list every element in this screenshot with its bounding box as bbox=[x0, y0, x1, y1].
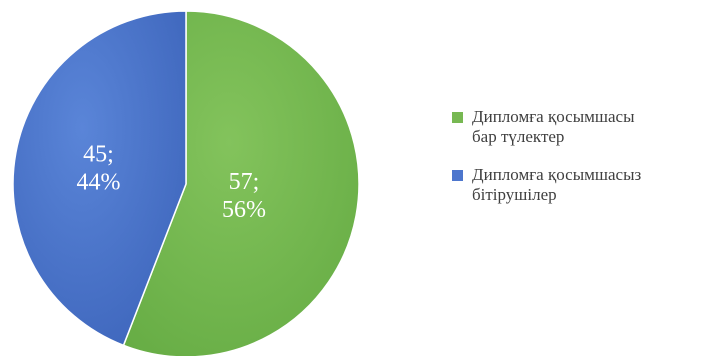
legend-label-line-2: бар түлектер bbox=[472, 127, 565, 146]
pie-slice-percent-label: 56% bbox=[222, 197, 266, 223]
pie-slice-green bbox=[122, 10, 360, 358]
pie-slice-data-label-blue: 45; 44% bbox=[77, 142, 121, 196]
legend-item-diploma-supplement-graduates: Дипломға қосымшасы бар түлектер bbox=[452, 107, 721, 147]
pie-slice-data-label-green: 57; 56% bbox=[222, 169, 266, 223]
legend-label-line-1: Дипломға қосымшасыз bbox=[472, 165, 642, 184]
legend-label-line-1: Дипломға қосымшасы bbox=[472, 107, 635, 126]
pie-slice-blue bbox=[12, 10, 187, 347]
legend-swatch-blue bbox=[452, 170, 463, 181]
chart-legend: Дипломға қосымшасы бар түлектер Дипломға… bbox=[452, 107, 721, 223]
pie-slice-percent-label: 44% bbox=[77, 170, 121, 196]
legend-item-no-diploma-supplement-graduates: Дипломға қосымшасыз бітірушілер bbox=[452, 165, 721, 205]
legend-swatch-green bbox=[452, 112, 463, 123]
pie-slice-value-label: 45; bbox=[83, 142, 114, 168]
legend-label-line-2: бітірушілер bbox=[472, 185, 557, 204]
pie-slice-value-label: 57; bbox=[229, 169, 260, 195]
